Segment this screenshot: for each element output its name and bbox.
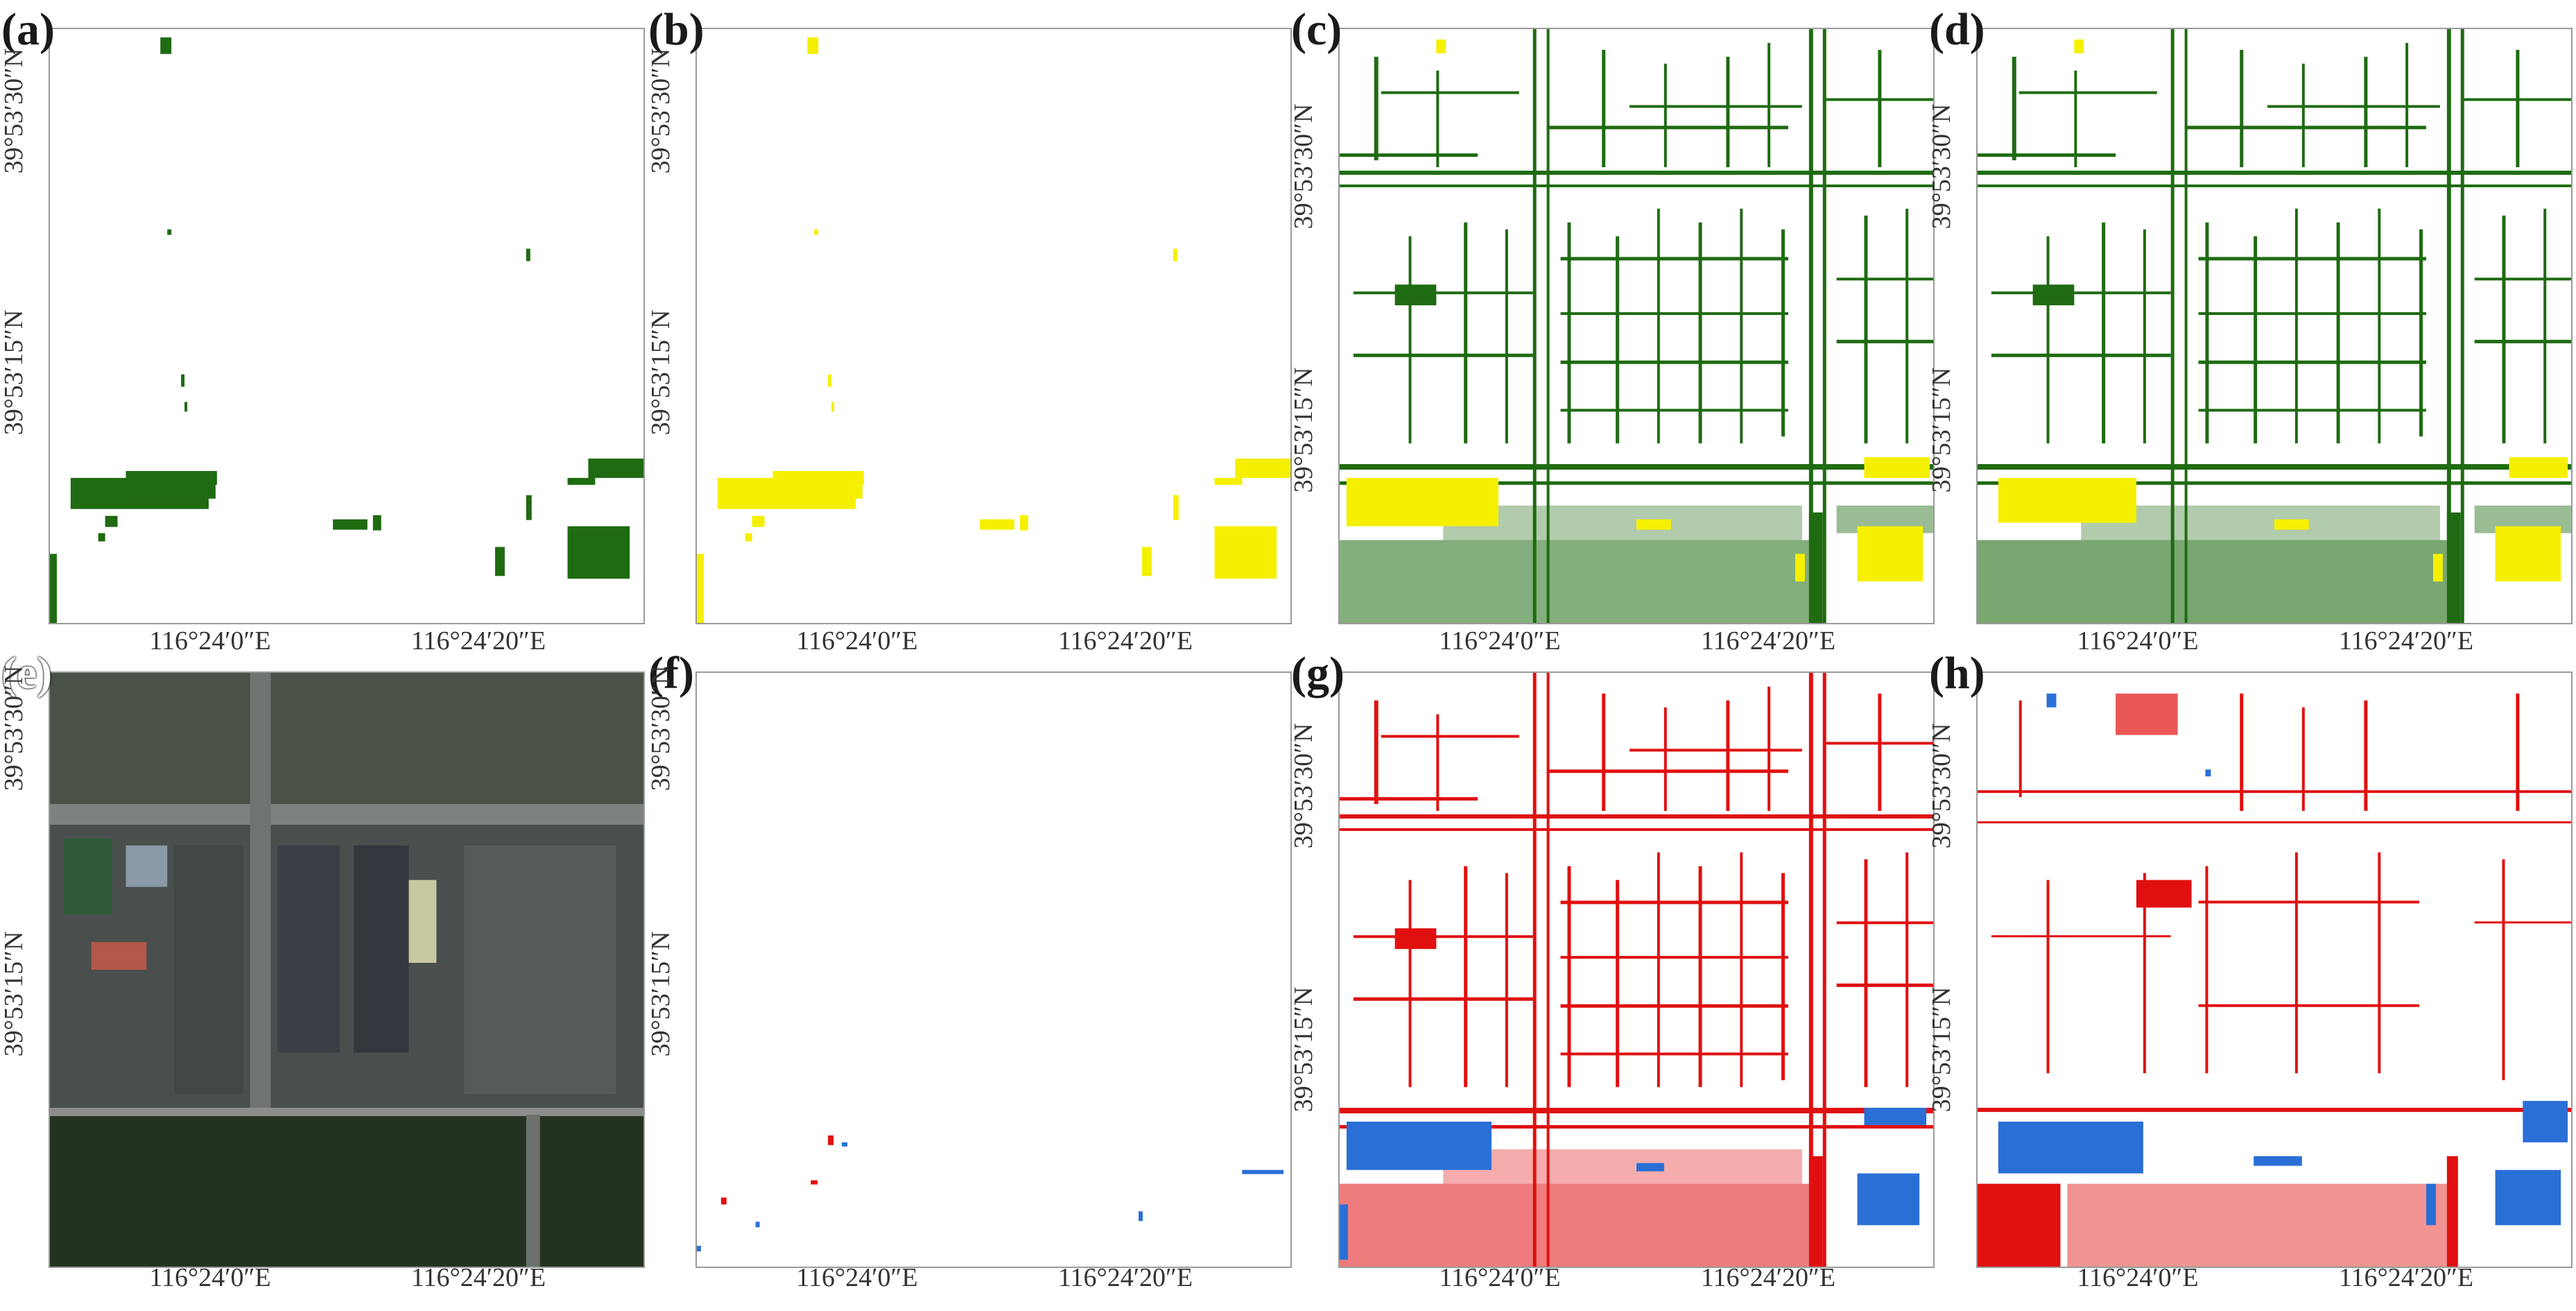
panel-h: (h) 39°53′30″N 39°53′15″N 116°24′0″E 116… bbox=[1927, 644, 2573, 1292]
map-a bbox=[49, 28, 645, 624]
lon-label-west: 116°24′0″E bbox=[2077, 626, 2199, 656]
satellite-image bbox=[49, 671, 645, 1268]
lon-label-west: 116°24′0″E bbox=[796, 626, 918, 656]
lon-label-west: 116°24′0″E bbox=[2077, 1263, 2199, 1292]
lon-label-west: 116°24′0″E bbox=[796, 1263, 918, 1292]
panel-g: (g) 39°53′30″N 39°53′15″N 116°24′0″E 116… bbox=[1289, 644, 1935, 1292]
panel-letter: (f) bbox=[648, 648, 694, 699]
lon-label-west: 116°24′0″E bbox=[1439, 1263, 1561, 1292]
map-f bbox=[695, 671, 1292, 1268]
map-d bbox=[1976, 28, 2573, 624]
panel-letter: (h) bbox=[1929, 648, 1985, 699]
lon-label-west: 116°24′0″E bbox=[1439, 626, 1561, 656]
panel-letter: (g) bbox=[1291, 648, 1345, 699]
panel-letter: (d) bbox=[1929, 4, 1985, 55]
panel-letter: (c) bbox=[1291, 4, 1342, 55]
lon-label-east: 116°24′20″E bbox=[2338, 1263, 2474, 1292]
panel-letter: (e) bbox=[1, 648, 53, 699]
panel-letter: (a) bbox=[1, 4, 55, 55]
lon-label-west: 116°24′0″E bbox=[149, 1263, 271, 1292]
panel-a: (a) 39°53′30″N 39°53′15″N 116°24′0″E 116… bbox=[0, 0, 645, 656]
panel-d: (d) 39°53′30″N 39°53′15″N 116°24′0″E 116… bbox=[1927, 0, 2573, 656]
lon-label-east: 116°24′20″E bbox=[1057, 626, 1193, 656]
map-b bbox=[695, 28, 1292, 624]
panel-b: (b) 39°53′30″N 39°53′15″N 116°24′0″E 116… bbox=[646, 0, 1292, 656]
panel-f: (f) 39°53′30″N 39°53′15″N 116°24′0″E 116… bbox=[646, 644, 1292, 1292]
lon-label-east: 116°24′20″E bbox=[1700, 1263, 1836, 1292]
panel-e: (e) 39°53′30″N 39°53′15″N 116°24′0″E 116… bbox=[0, 644, 645, 1292]
map-c bbox=[1338, 28, 1935, 624]
map-g bbox=[1338, 671, 1935, 1268]
lon-label-east: 116°24′20″E bbox=[1700, 626, 1836, 656]
map-h bbox=[1976, 671, 2573, 1268]
lon-label-east: 116°24′20″E bbox=[2338, 626, 2474, 656]
lon-label-east: 116°24′20″E bbox=[410, 626, 546, 656]
lon-label-east: 116°24′20″E bbox=[1057, 1263, 1193, 1292]
lon-label-west: 116°24′0″E bbox=[149, 626, 271, 656]
lon-label-east: 116°24′20″E bbox=[410, 1263, 546, 1292]
panel-letter: (b) bbox=[648, 4, 704, 55]
panel-c: (c) 39°53′30″N 39°53′15″N 116°24′0″E 116… bbox=[1289, 0, 1935, 656]
